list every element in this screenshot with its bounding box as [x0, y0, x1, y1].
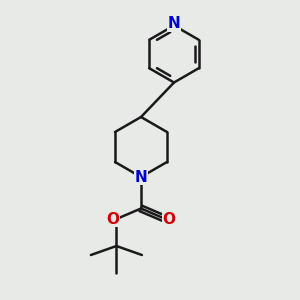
Text: O: O: [106, 212, 119, 226]
Text: N: N: [135, 169, 147, 184]
Text: N: N: [168, 16, 180, 32]
Text: O: O: [163, 212, 176, 226]
